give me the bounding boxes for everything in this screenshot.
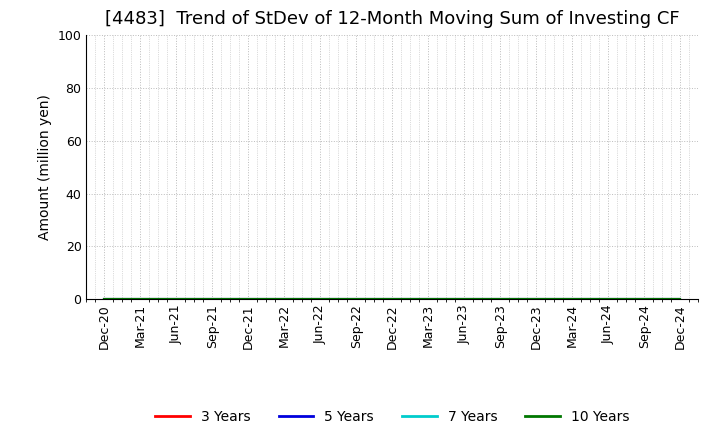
Title: [4483]  Trend of StDev of 12-Month Moving Sum of Investing CF: [4483] Trend of StDev of 12-Month Moving… [105,10,680,28]
Y-axis label: Amount (million yen): Amount (million yen) [38,94,52,240]
Legend: 3 Years, 5 Years, 7 Years, 10 Years: 3 Years, 5 Years, 7 Years, 10 Years [150,404,635,429]
